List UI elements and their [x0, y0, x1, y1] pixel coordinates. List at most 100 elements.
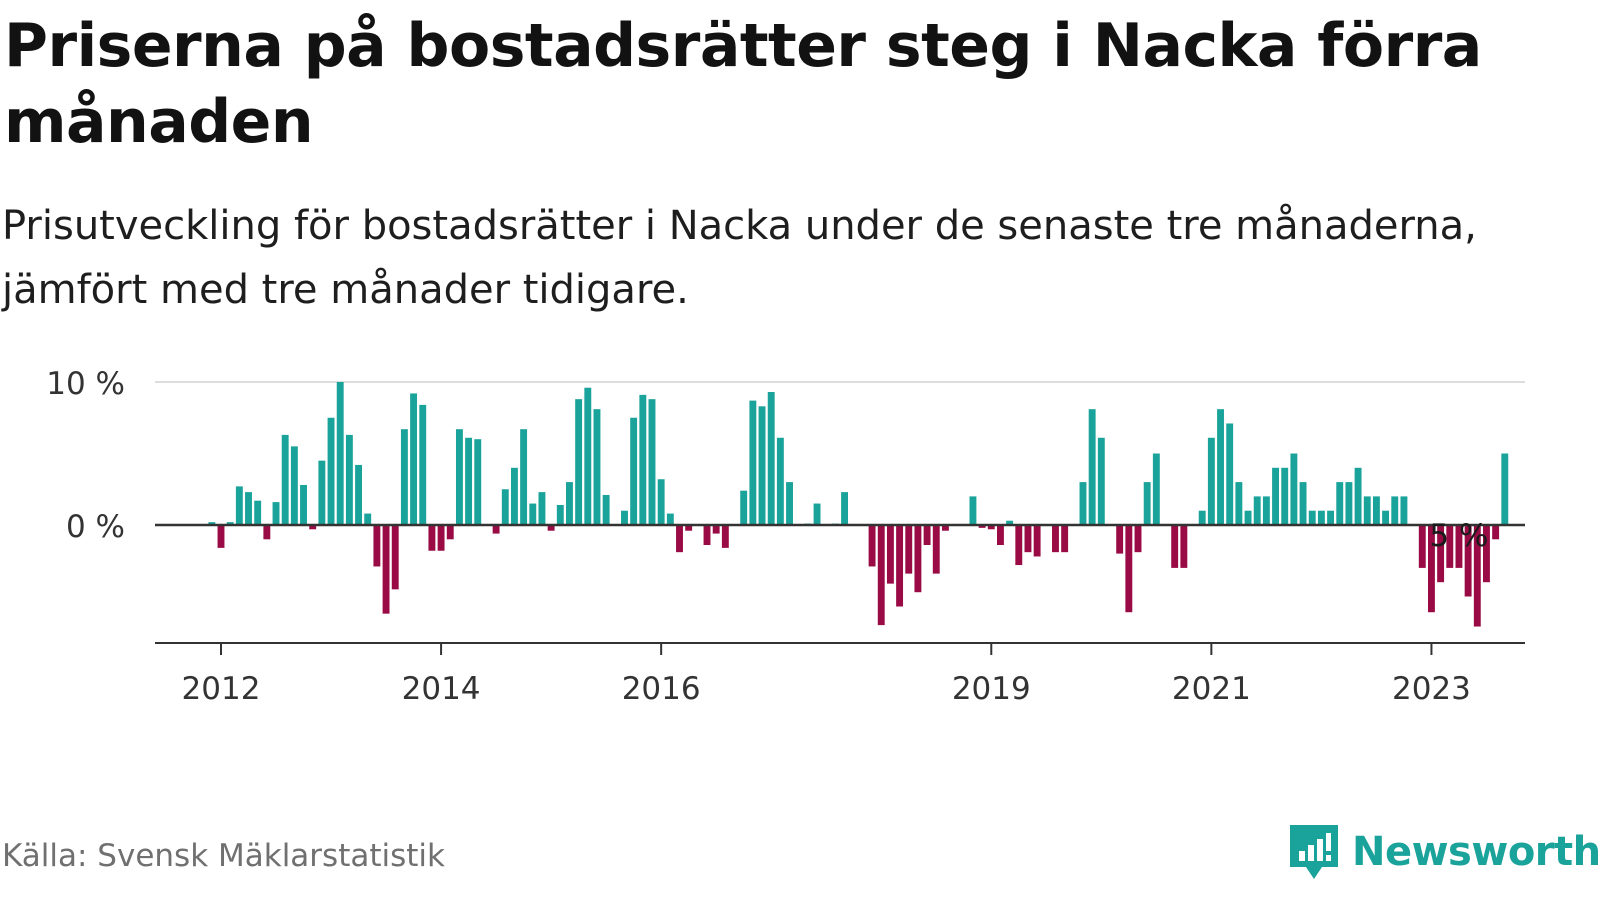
bar — [1253, 496, 1261, 525]
bar — [355, 464, 362, 525]
bar — [254, 500, 262, 525]
bar — [1363, 496, 1371, 525]
bar — [1015, 525, 1023, 566]
bar — [657, 479, 665, 525]
bar — [492, 525, 500, 534]
bar — [1152, 453, 1160, 525]
bar — [1308, 510, 1316, 525]
bar — [1226, 423, 1234, 525]
bar — [263, 525, 271, 540]
bar — [1327, 510, 1335, 525]
bar — [758, 406, 766, 525]
bar — [1235, 482, 1243, 525]
bar — [841, 492, 849, 525]
bar — [446, 525, 454, 540]
bar — [1079, 482, 1087, 525]
x-tick-label: 2019 — [952, 671, 1031, 707]
bar — [1345, 482, 1353, 525]
chart-title: Priserna på bostadsrätter steg i Nacka f… — [4, 11, 1482, 157]
bar — [776, 437, 784, 525]
bar — [1455, 525, 1463, 568]
bar — [969, 496, 977, 525]
chart-subtitle: Prisutveckling för bostadsrätter i Nacka… — [2, 203, 1477, 313]
bar — [575, 399, 583, 525]
bar — [740, 490, 748, 525]
bar — [685, 525, 693, 531]
bar — [630, 417, 638, 525]
brand-name: Newsworthy — [1352, 829, 1600, 875]
bar — [364, 513, 372, 525]
bar — [217, 525, 225, 548]
bar — [556, 504, 564, 525]
bar — [1244, 510, 1252, 525]
bar — [382, 525, 390, 614]
bar — [1382, 510, 1390, 525]
bar — [1143, 482, 1151, 525]
bar — [987, 525, 995, 530]
bar — [905, 525, 913, 574]
bar — [437, 525, 445, 551]
bar — [290, 446, 298, 525]
bar — [786, 482, 793, 525]
bar — [868, 525, 876, 567]
bar — [1437, 525, 1445, 583]
bar — [1272, 467, 1279, 525]
bar — [676, 525, 683, 553]
bar — [666, 513, 674, 525]
bar — [272, 502, 280, 525]
bar — [520, 429, 528, 525]
bar — [1024, 525, 1032, 553]
bar — [1427, 525, 1435, 613]
bar — [1217, 409, 1224, 525]
bar — [309, 525, 317, 530]
bar — [1281, 467, 1289, 525]
bar — [1317, 510, 1325, 525]
bar — [1418, 525, 1426, 568]
bar — [1207, 437, 1215, 525]
x-tick-label: 2016 — [622, 671, 701, 707]
bar — [1464, 525, 1472, 597]
bar — [1088, 409, 1096, 525]
bar — [621, 510, 628, 525]
bar — [419, 404, 427, 525]
bar — [300, 484, 307, 525]
bar — [639, 394, 647, 525]
x-tick-label: 2014 — [402, 671, 481, 707]
bar — [1400, 496, 1408, 525]
bar — [547, 525, 555, 531]
bar — [1061, 525, 1069, 553]
bar — [465, 437, 473, 525]
bar — [593, 409, 601, 525]
bar — [281, 434, 289, 525]
bar — [1180, 525, 1188, 568]
bar — [1354, 467, 1362, 525]
bar — [345, 434, 353, 525]
bar — [914, 525, 922, 593]
bar — [455, 429, 463, 525]
bar — [373, 525, 381, 567]
bar — [584, 387, 592, 525]
bar — [501, 489, 509, 525]
bar — [208, 522, 216, 525]
bar — [877, 525, 885, 626]
bar — [235, 486, 243, 525]
source-note: Källa: Svensk Mäklarstatistik — [2, 838, 445, 874]
bar — [1299, 482, 1307, 525]
y-tick-label: 0 % — [66, 509, 125, 545]
bar — [510, 467, 518, 525]
bar — [1033, 525, 1041, 557]
newsworthy-logo: Newsworthy — [1288, 823, 1600, 881]
bar — [749, 400, 757, 525]
bar — [318, 460, 326, 525]
newsworthy-logo-icon — [1290, 825, 1338, 879]
bar — [538, 492, 546, 525]
bar — [648, 399, 656, 525]
bar — [1262, 496, 1270, 525]
bar — [703, 525, 711, 546]
bar — [978, 525, 986, 528]
bar — [886, 525, 894, 584]
bar — [1052, 525, 1059, 553]
bar — [1134, 525, 1142, 553]
x-tick-label: 2023 — [1392, 671, 1471, 707]
bar — [1116, 525, 1124, 554]
